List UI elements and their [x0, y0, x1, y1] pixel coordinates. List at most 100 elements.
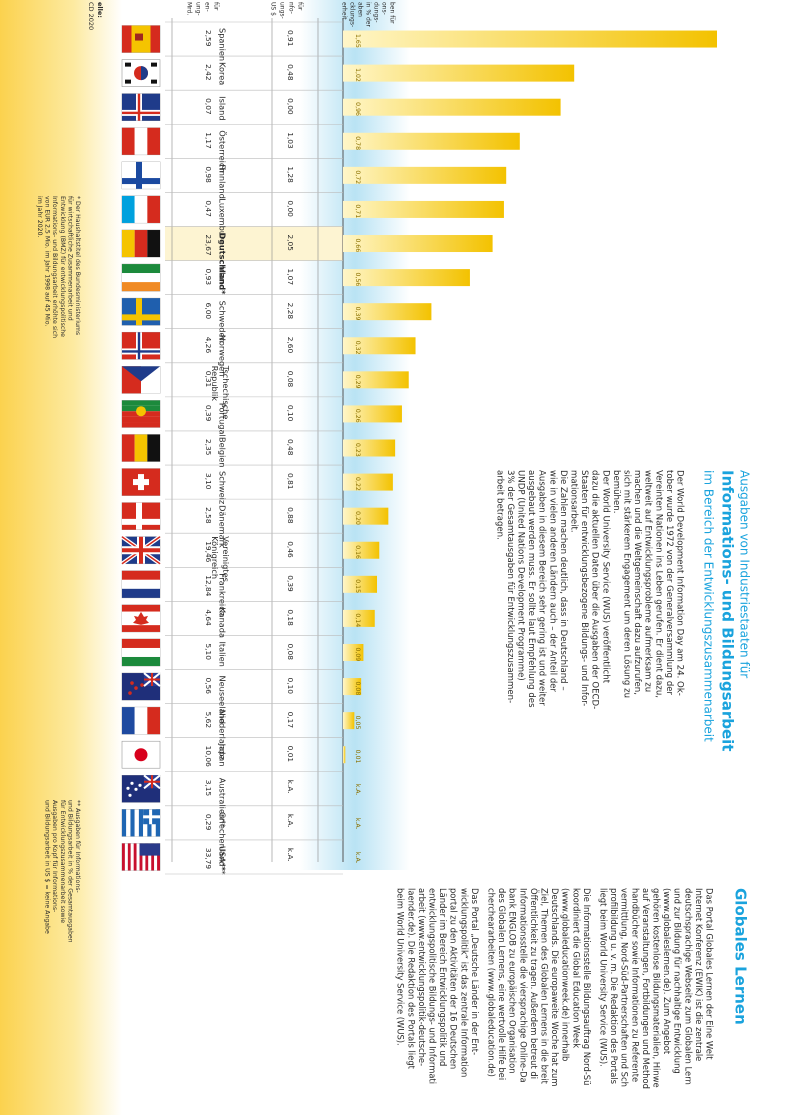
globales-text-line: Das Portal Globales Lernen der Eine Welt [705, 888, 715, 1060]
flag-stripe [122, 127, 135, 155]
country-label: Schweden [218, 301, 228, 343]
column-header-fragment: aben [357, 2, 364, 17]
country-label: Belgien [218, 437, 228, 468]
flag-stripe [157, 843, 160, 871]
flag-stripe [122, 400, 160, 406]
intro-text-line: dazu die aktuellen Daten über die Ausgab… [590, 470, 600, 709]
flag-cross [139, 536, 143, 564]
flag-trigram [125, 79, 131, 84]
column-header-fragment: ung- [195, 2, 202, 16]
flag-switzerland-icon [121, 468, 161, 496]
country-label: USA** [218, 846, 228, 871]
flag-cross [144, 775, 160, 789]
globales-text-line: Internet Konferenz (EWIK) ist die zentra… [694, 888, 704, 1061]
column-header-fragment: für [213, 2, 220, 11]
flag-sun [134, 748, 148, 762]
intro-text-line: Die Zahlen machen deutlich, dass in Deut… [558, 470, 568, 691]
bar-data-label: 0,78 [354, 136, 361, 150]
flag-stripe [134, 195, 148, 223]
intro-text-line: machen und die Weltgemeinschaft dazu auf… [632, 470, 642, 695]
flag-stripe [141, 25, 151, 53]
flag-stripe [122, 604, 160, 612]
flag-emblem [135, 33, 143, 41]
table-cell-expenditure: 0,93 [204, 269, 213, 286]
country-label: Italien [218, 641, 228, 666]
table-cell-expenditure: 2,42 [204, 64, 213, 80]
flag-star [140, 683, 144, 687]
flag-stripe [122, 434, 135, 462]
bar-data-label: 0,05 [354, 716, 361, 730]
flag-stripe [150, 25, 160, 53]
kicker: Ausgaben von Industriestaaten für [738, 470, 752, 678]
rotated-text-layer: Spanien 2,59 0,91 1,65 Korea 2,42 0,48 1,02 Isla… [36, 2, 752, 1089]
flag-stripe [122, 273, 160, 283]
intro-text-line: UNDP (United Nations Development Program… [516, 470, 526, 681]
footnote-line: und Bildungsarbeit in % der Gesamtausgab… [66, 800, 73, 943]
flag-stripe [147, 707, 160, 735]
country-label: Spanien [218, 28, 228, 61]
table-cell-per-capita: 0,17 [286, 712, 295, 729]
flag-stripe [134, 809, 139, 837]
bar [343, 609, 375, 627]
column-header-fragment: ungs- [279, 2, 286, 19]
table-cell-per-capita: 0,91 [286, 30, 295, 47]
page-title: Informations- und Bildungsarbeit [719, 470, 737, 751]
globales-text-line: Öffentlichkeit zu tragen. Außerdem betre… [529, 888, 539, 1079]
flag-stripe [147, 127, 160, 155]
footnote-line: von EUR 2,5 Mio. im Jahr 1998 auf 45 Mio… [44, 196, 51, 326]
flag-stripe [122, 282, 160, 292]
flag-usa-icon [121, 843, 161, 871]
flag-stripe [122, 579, 160, 589]
country-label: Irland [218, 267, 228, 290]
footnote-line: und Bildungsarbeit in US $ = keine Angab… [44, 800, 51, 934]
intro-text-line: Staaten für entwicklungsbezogene Bildung… [579, 470, 589, 706]
intro-text-line: arbeit betragen. [494, 470, 504, 540]
globales-text-line: deutschsprachige Webseite zum Globalen L… [683, 888, 693, 1085]
flag-sweden-icon [121, 297, 161, 326]
bar [343, 337, 416, 355]
column-header-fragment: en- [204, 2, 211, 12]
column-header-fragment: ben für [389, 2, 396, 24]
bar-data-label: 1,02 [354, 68, 361, 82]
flag-cross [137, 93, 141, 121]
bar-data-label: 0,39 [354, 307, 361, 321]
flag-stripe [122, 570, 160, 580]
intro-text-line: tober wurde 1972 von der Generalversamml… [664, 470, 674, 696]
flag-korea-icon [121, 59, 161, 87]
flag-stripe [122, 638, 160, 648]
flag-uk-icon [120, 535, 162, 566]
flag-star [130, 781, 134, 785]
table-cell-per-capita: 0,10 [286, 405, 295, 422]
bar-data-label: 0,08 [354, 682, 361, 696]
intro-text-line: 3% der Gesamtausgaben für Entwicklungszu… [505, 470, 515, 703]
highlight-row [165, 226, 343, 261]
globales-text-line: Ziel, Themen des Globalen Lernens in die… [540, 888, 550, 1085]
intro-text-line: Ausgaben in diesem Bereich sehr gering i… [537, 470, 547, 706]
flag-belgium-icon [121, 434, 161, 462]
bar-data-label: 0,56 [354, 273, 361, 287]
bar-data-label: 0,29 [354, 375, 361, 389]
flag-spain-icon [121, 25, 161, 53]
country-label: VereinigtesKönigreich [211, 536, 232, 582]
bar [343, 439, 396, 457]
intro-text-line: wie in vielen anderen Ländern auch – der… [547, 470, 557, 693]
flag-stripe [122, 195, 135, 223]
flag-stripe [122, 422, 160, 428]
column-header-fragment: ons- [381, 2, 388, 15]
table-cell-expenditure: 2,59 [204, 30, 213, 47]
bar [343, 405, 402, 423]
globales-text-line: Das Portal „Deutsche Länder in der Ent- [470, 888, 480, 1055]
flag-japan-icon [121, 740, 161, 769]
country-label: Australien** [218, 778, 228, 828]
bar [343, 473, 393, 491]
globales-text-line: wicklungspolitik“ ist das zentrale Infor… [459, 888, 469, 1077]
flag-stripe [136, 843, 140, 871]
flag-stripe [147, 434, 160, 462]
flag-stripe [142, 843, 146, 871]
flag-denmark-icon [121, 502, 161, 530]
bar-data-label: 0,14 [354, 613, 361, 627]
flag-stripe [151, 843, 155, 871]
table-cell-per-capita: k.A. [286, 780, 295, 794]
table-cell-expenditure: 19,46 [204, 541, 213, 562]
globales-text-line: liegt beim World University Service (WUS… [599, 888, 609, 1067]
